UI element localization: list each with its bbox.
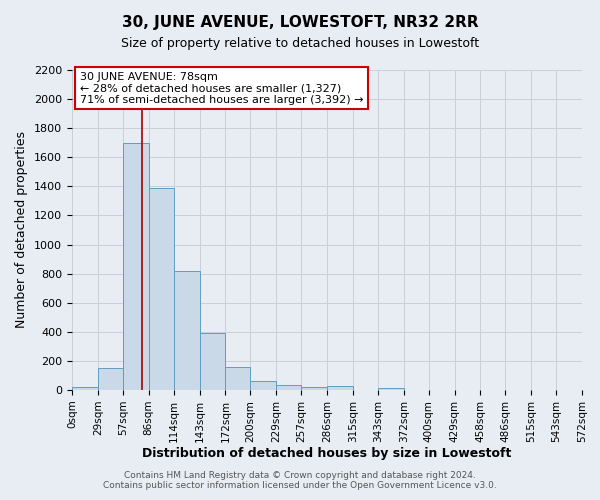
Bar xyxy=(72,387,98,390)
Text: Contains HM Land Registry data © Crown copyright and database right 2024.
Contai: Contains HM Land Registry data © Crown c… xyxy=(103,470,497,490)
Text: Size of property relative to detached houses in Lowestoft: Size of property relative to detached ho… xyxy=(121,38,479,51)
Y-axis label: Number of detached properties: Number of detached properties xyxy=(16,132,28,328)
Bar xyxy=(327,386,353,390)
Text: 30 JUNE AVENUE: 78sqm
← 28% of detached houses are smaller (1,327)
71% of semi-d: 30 JUNE AVENUE: 78sqm ← 28% of detached … xyxy=(80,72,363,105)
Bar xyxy=(250,380,276,390)
Bar xyxy=(301,387,327,390)
Text: 30, JUNE AVENUE, LOWESTOFT, NR32 2RR: 30, JUNE AVENUE, LOWESTOFT, NR32 2RR xyxy=(122,15,478,30)
Bar xyxy=(199,334,226,390)
X-axis label: Distribution of detached houses by size in Lowestoft: Distribution of detached houses by size … xyxy=(142,448,512,460)
Bar xyxy=(276,385,301,390)
Bar xyxy=(173,270,199,390)
Bar xyxy=(98,368,123,390)
Bar xyxy=(378,388,404,390)
Bar xyxy=(226,366,250,390)
Bar xyxy=(123,142,149,390)
Bar xyxy=(149,188,173,390)
